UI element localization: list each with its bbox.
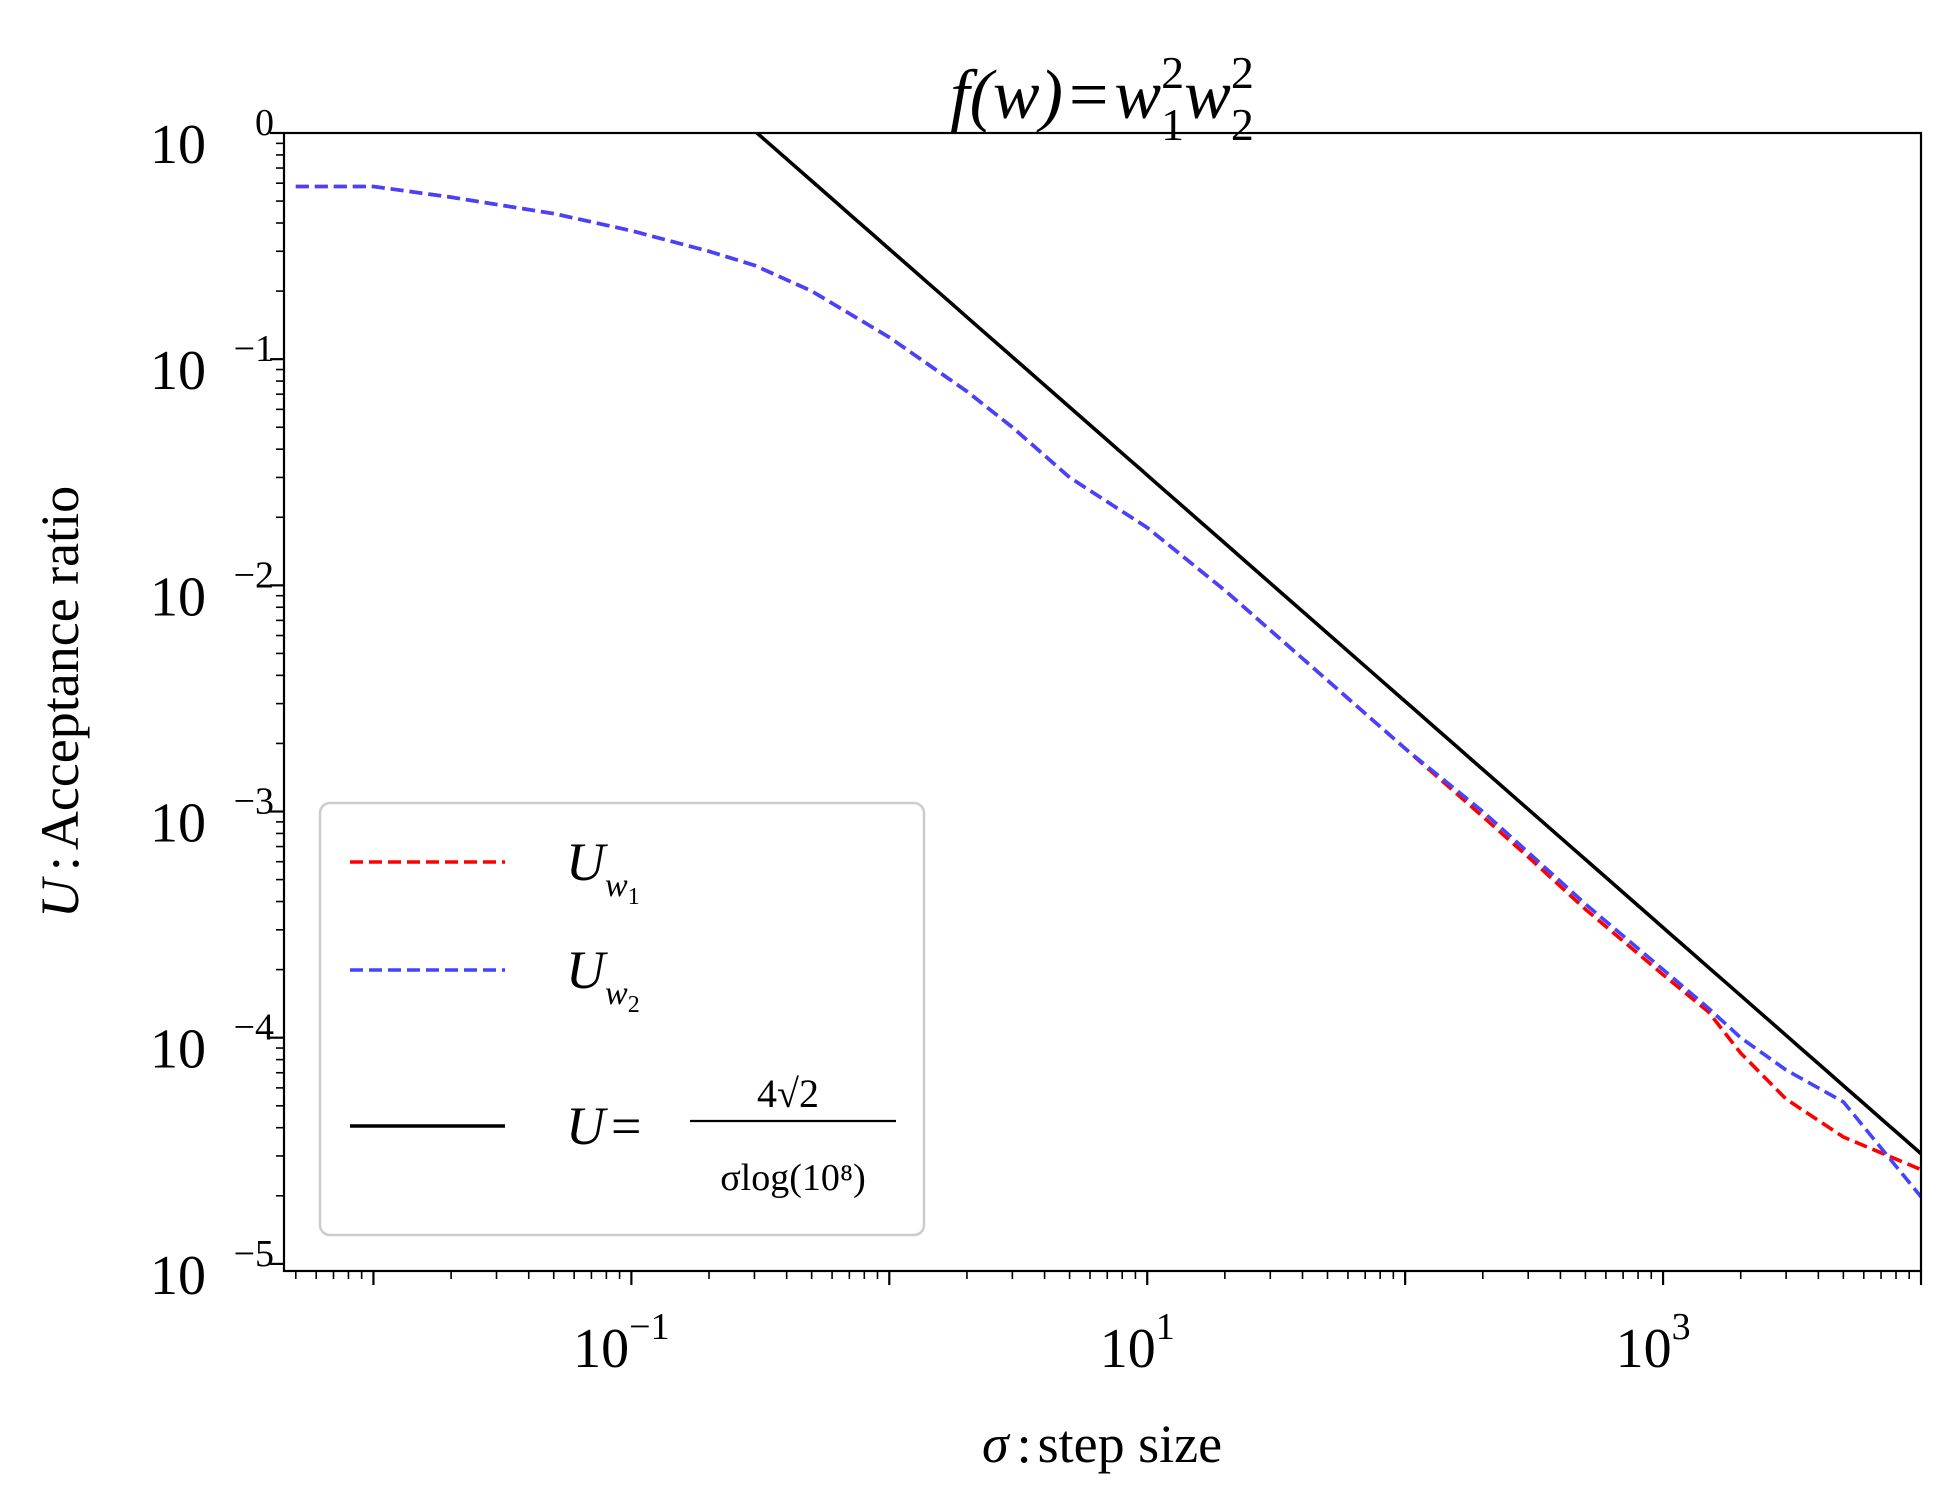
legend-label-u-w2: Uw2 [566, 940, 640, 1018]
x-axis-label: σ: step size [982, 1414, 1222, 1474]
x-tick-label: 101 [1100, 1306, 1175, 1380]
y-tick-label: 10 −4 [150, 1007, 274, 1081]
legend-label-u-w1: Uw1 [566, 832, 640, 910]
svg-text:U=: U = [566, 1096, 641, 1156]
y-tick-label: 10 −5 [150, 1233, 274, 1307]
plot-frame [282, 131, 1923, 1273]
x-axis: 10−1 101 103 [295, 1271, 1923, 1380]
series-line-formula [754, 133, 1921, 1156]
y-axis-label: U:Acceptance ratio [30, 486, 90, 918]
y-tick-label: 10 −3 [150, 781, 274, 855]
series-layer [295, 133, 1921, 1198]
svg-text:4√2: 4√2 [757, 1071, 819, 1116]
x-tick-label: 10−1 [573, 1306, 669, 1380]
svg-text:σlog(10⁸): σlog(10⁸) [720, 1157, 866, 1199]
chart-title: f(w)=w2 1w2 2 [950, 47, 1254, 150]
y-tick-label: 10 −2 [150, 554, 274, 628]
y-tick-label: 10 0 [150, 102, 274, 176]
legend: Uw1 Uw2 U = 4√2 σlog(10⁸) [318, 801, 926, 1237]
y-tick-label: 10 −1 [150, 328, 274, 402]
x-tick-label: 103 [1616, 1306, 1691, 1380]
series-line-u-w2 [295, 184, 1921, 1198]
legend-label-formula: U = 4√2 σlog(10⁸) [566, 1071, 896, 1199]
